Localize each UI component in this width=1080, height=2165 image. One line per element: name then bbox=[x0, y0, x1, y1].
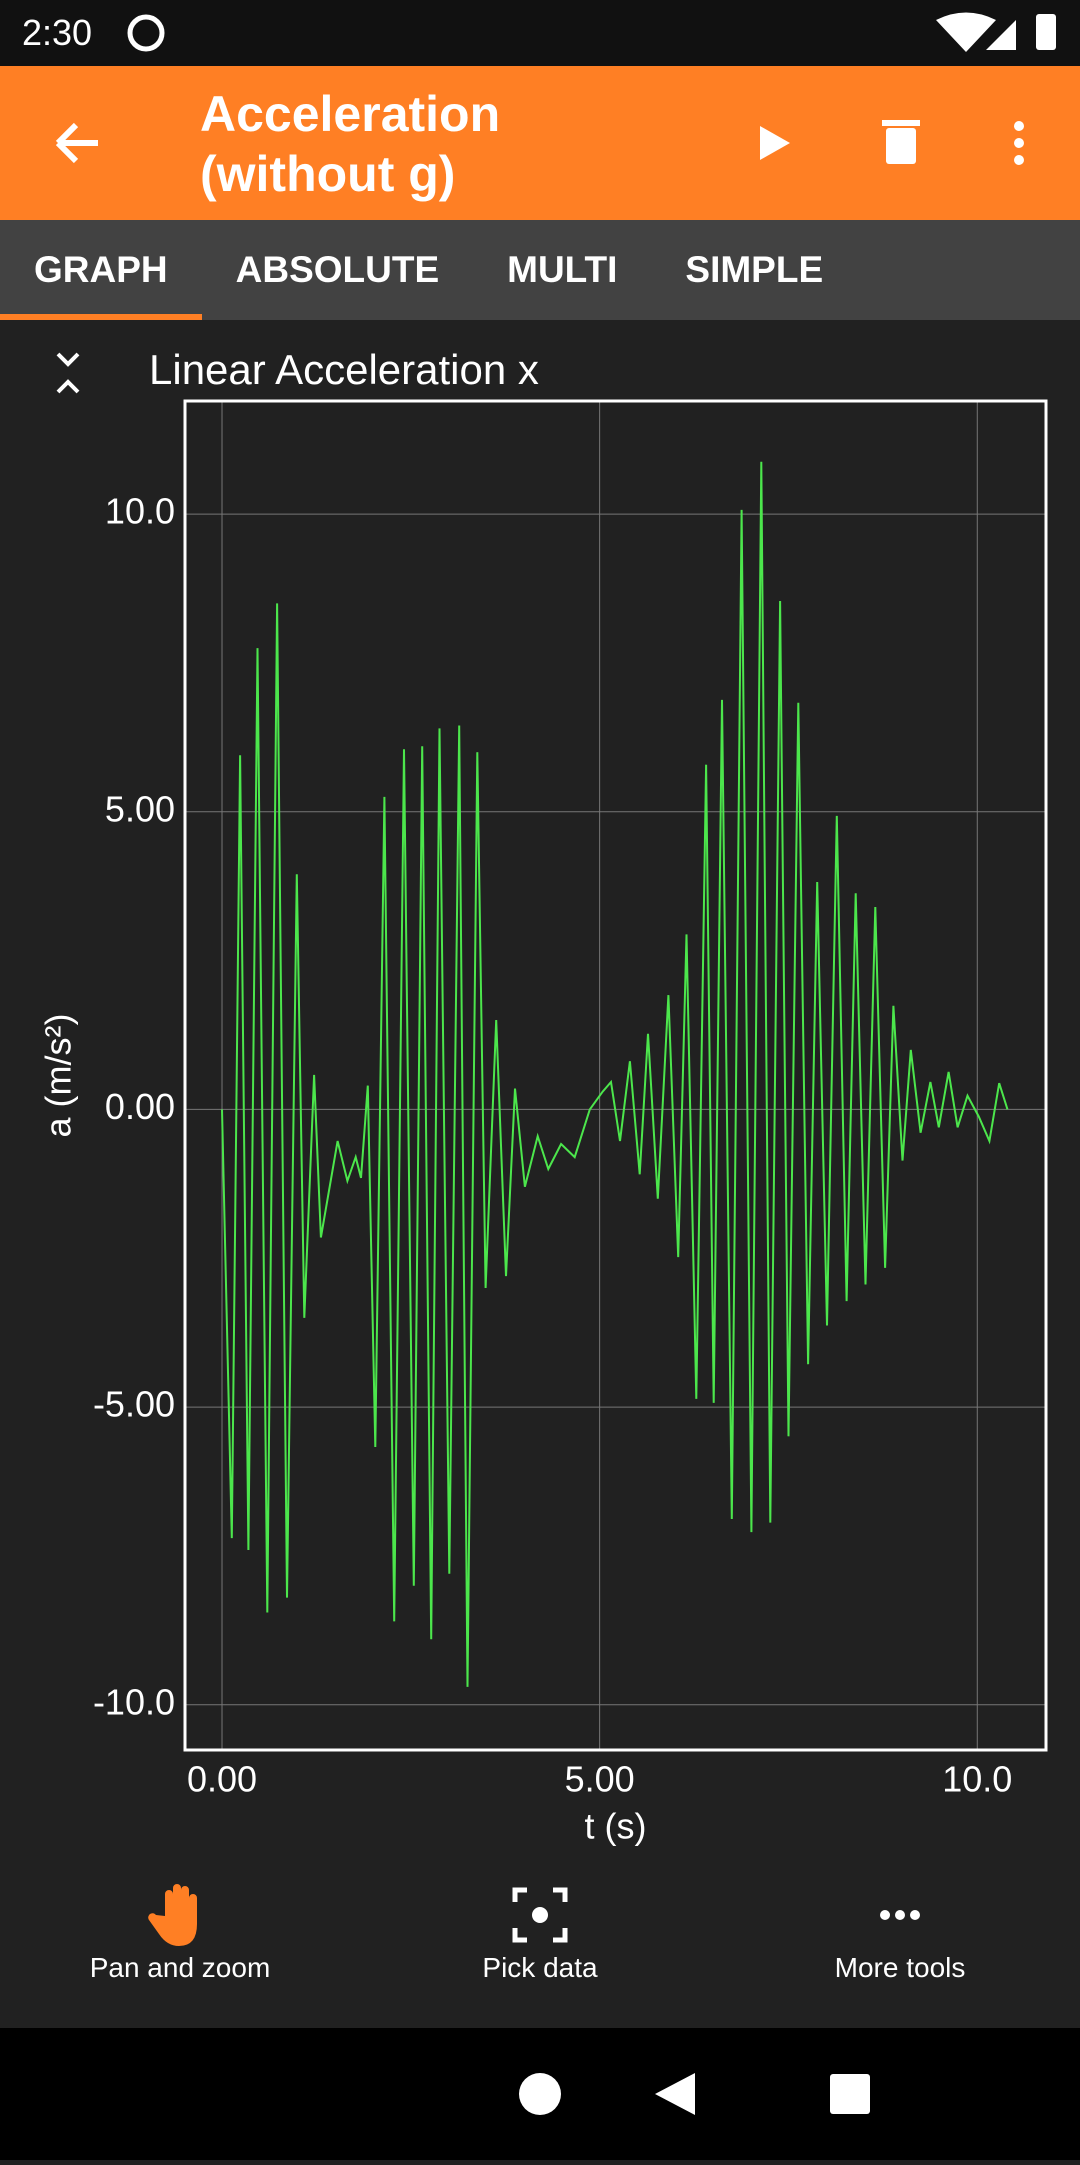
x-tick-label: 5.00 bbox=[565, 1759, 635, 1800]
nav-bar bbox=[0, 2028, 1080, 2160]
nav-icons bbox=[519, 2073, 870, 2115]
app-bar-icons bbox=[55, 120, 1024, 165]
y-tick-label: 10.0 bbox=[105, 491, 175, 532]
status-bar: 2:30 bbox=[0, 0, 1080, 66]
app-title: Acceleration (without g) bbox=[200, 86, 501, 202]
status-icons bbox=[127, 12, 1056, 52]
back-button[interactable] bbox=[55, 122, 98, 164]
nav-recents[interactable] bbox=[830, 2074, 870, 2114]
tab[interactable]: MULTI bbox=[507, 249, 618, 290]
chart-title: Linear Acceleration x bbox=[149, 346, 539, 393]
x-tick-label: 10.0 bbox=[942, 1759, 1012, 1800]
tab[interactable]: GRAPH bbox=[0, 220, 202, 320]
tab[interactable]: SIMPLE bbox=[685, 249, 824, 290]
plot-frame bbox=[183, 399, 1048, 1752]
y-tick-label: -5.00 bbox=[93, 1384, 175, 1425]
nav-back[interactable] bbox=[655, 2073, 695, 2115]
app-bar: Acceleration (without g) bbox=[0, 66, 1080, 220]
toolbar: Pan and zoom Pick data More tools bbox=[0, 1860, 1080, 2028]
y-tick-label: 0.00 bbox=[105, 1086, 175, 1127]
nav-home[interactable] bbox=[519, 2073, 561, 2115]
tool-label: More tools bbox=[834, 1952, 966, 1983]
play-button[interactable] bbox=[760, 126, 790, 160]
tool-label: Pan and zoom bbox=[89, 1952, 271, 1983]
tool[interactable]: Pan and zoom bbox=[0, 1860, 360, 2028]
y-tick-label: -10.0 bbox=[93, 1681, 175, 1722]
tool-icon bbox=[880, 1910, 920, 1920]
y-tick-label: 5.00 bbox=[105, 788, 175, 829]
chart: Linear Acceleration x -10.0 -5.00 0.00 5.00… bbox=[38, 346, 1048, 1847]
collapse-button[interactable] bbox=[56, 352, 80, 394]
tool[interactable]: Pick data bbox=[360, 1860, 720, 2028]
more-button[interactable] bbox=[1014, 121, 1024, 165]
tool-label: Pick data bbox=[482, 1952, 598, 1983]
delete-button[interactable] bbox=[882, 120, 920, 164]
tab-bar: GRAPH ABSOLUTE MULTI SIMPLE bbox=[0, 220, 1080, 320]
y-axis-label: a (m/s²) bbox=[38, 1014, 79, 1138]
tab[interactable]: ABSOLUTE bbox=[235, 249, 440, 290]
tool[interactable]: More tools bbox=[720, 1860, 1080, 2028]
x-tick-label: 0.00 bbox=[187, 1759, 257, 1800]
x-axis-label: t (s) bbox=[585, 1806, 647, 1847]
clock: 2:30 bbox=[22, 12, 93, 53]
data-line bbox=[221, 461, 1009, 1687]
tool-icon bbox=[148, 1884, 197, 1946]
tool-icon bbox=[512, 1887, 568, 1943]
